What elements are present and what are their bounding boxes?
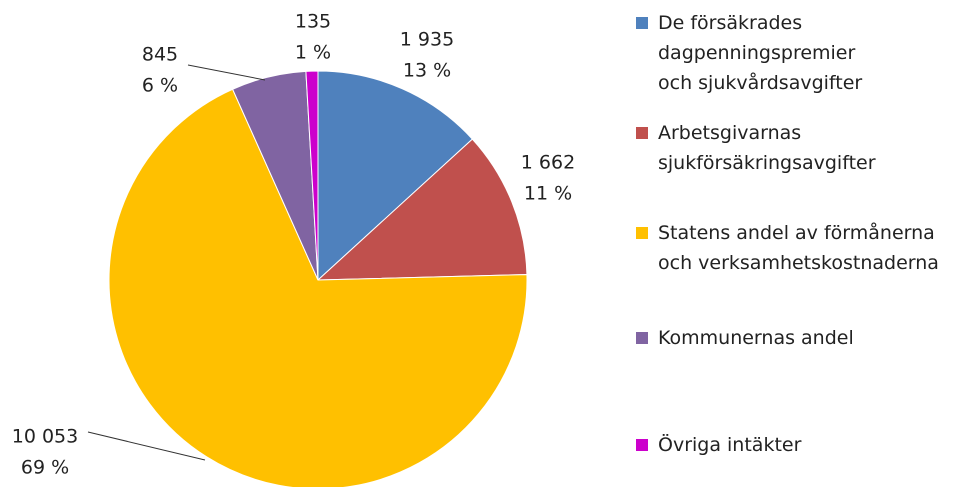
percent-label: 1 % xyxy=(295,42,331,64)
percent-label: 6 % xyxy=(142,75,178,97)
legend-label: Statens andel av förmånerna och verksamh… xyxy=(658,222,939,274)
legend-item: Övriga intäkter xyxy=(636,430,960,460)
legend-swatch xyxy=(636,127,648,139)
pie-slice xyxy=(317,70,474,282)
percent-label: 69 % xyxy=(21,457,69,479)
legend-swatch xyxy=(636,17,648,29)
legend-label: Arbetsgivarnas sjukförsäkringsavgifter xyxy=(658,122,876,174)
legend-label: De försäkrades dagpenningspremier och sj… xyxy=(658,12,863,94)
legend-item: Kommunernas andel xyxy=(636,323,960,353)
value-label: 10 053 xyxy=(12,426,78,448)
leader-line xyxy=(87,431,206,461)
value-label: 1 662 xyxy=(521,152,575,174)
percent-label: 13 % xyxy=(403,60,451,82)
legend-label: Kommunernas andel xyxy=(658,327,854,349)
value-label: 135 xyxy=(295,11,331,33)
legend-label: Övriga intäkter xyxy=(658,434,802,456)
legend-item: Arbetsgivarnas sjukförsäkringsavgifter xyxy=(636,118,896,178)
legend-swatch xyxy=(636,227,648,239)
percent-label: 11 % xyxy=(524,183,572,205)
value-label: 1 935 xyxy=(400,29,454,51)
leader-line xyxy=(187,64,266,81)
value-label: 845 xyxy=(142,44,178,66)
legend-item: Statens andel av förmånerna och verksamh… xyxy=(636,218,960,278)
pie-slice xyxy=(316,138,528,281)
pie-slice xyxy=(305,70,319,281)
legend-item: De försäkrades dagpenningspremier och sj… xyxy=(636,8,866,98)
legend-swatch xyxy=(636,439,648,451)
pie-slice xyxy=(108,88,528,487)
legend-swatch xyxy=(636,332,648,344)
